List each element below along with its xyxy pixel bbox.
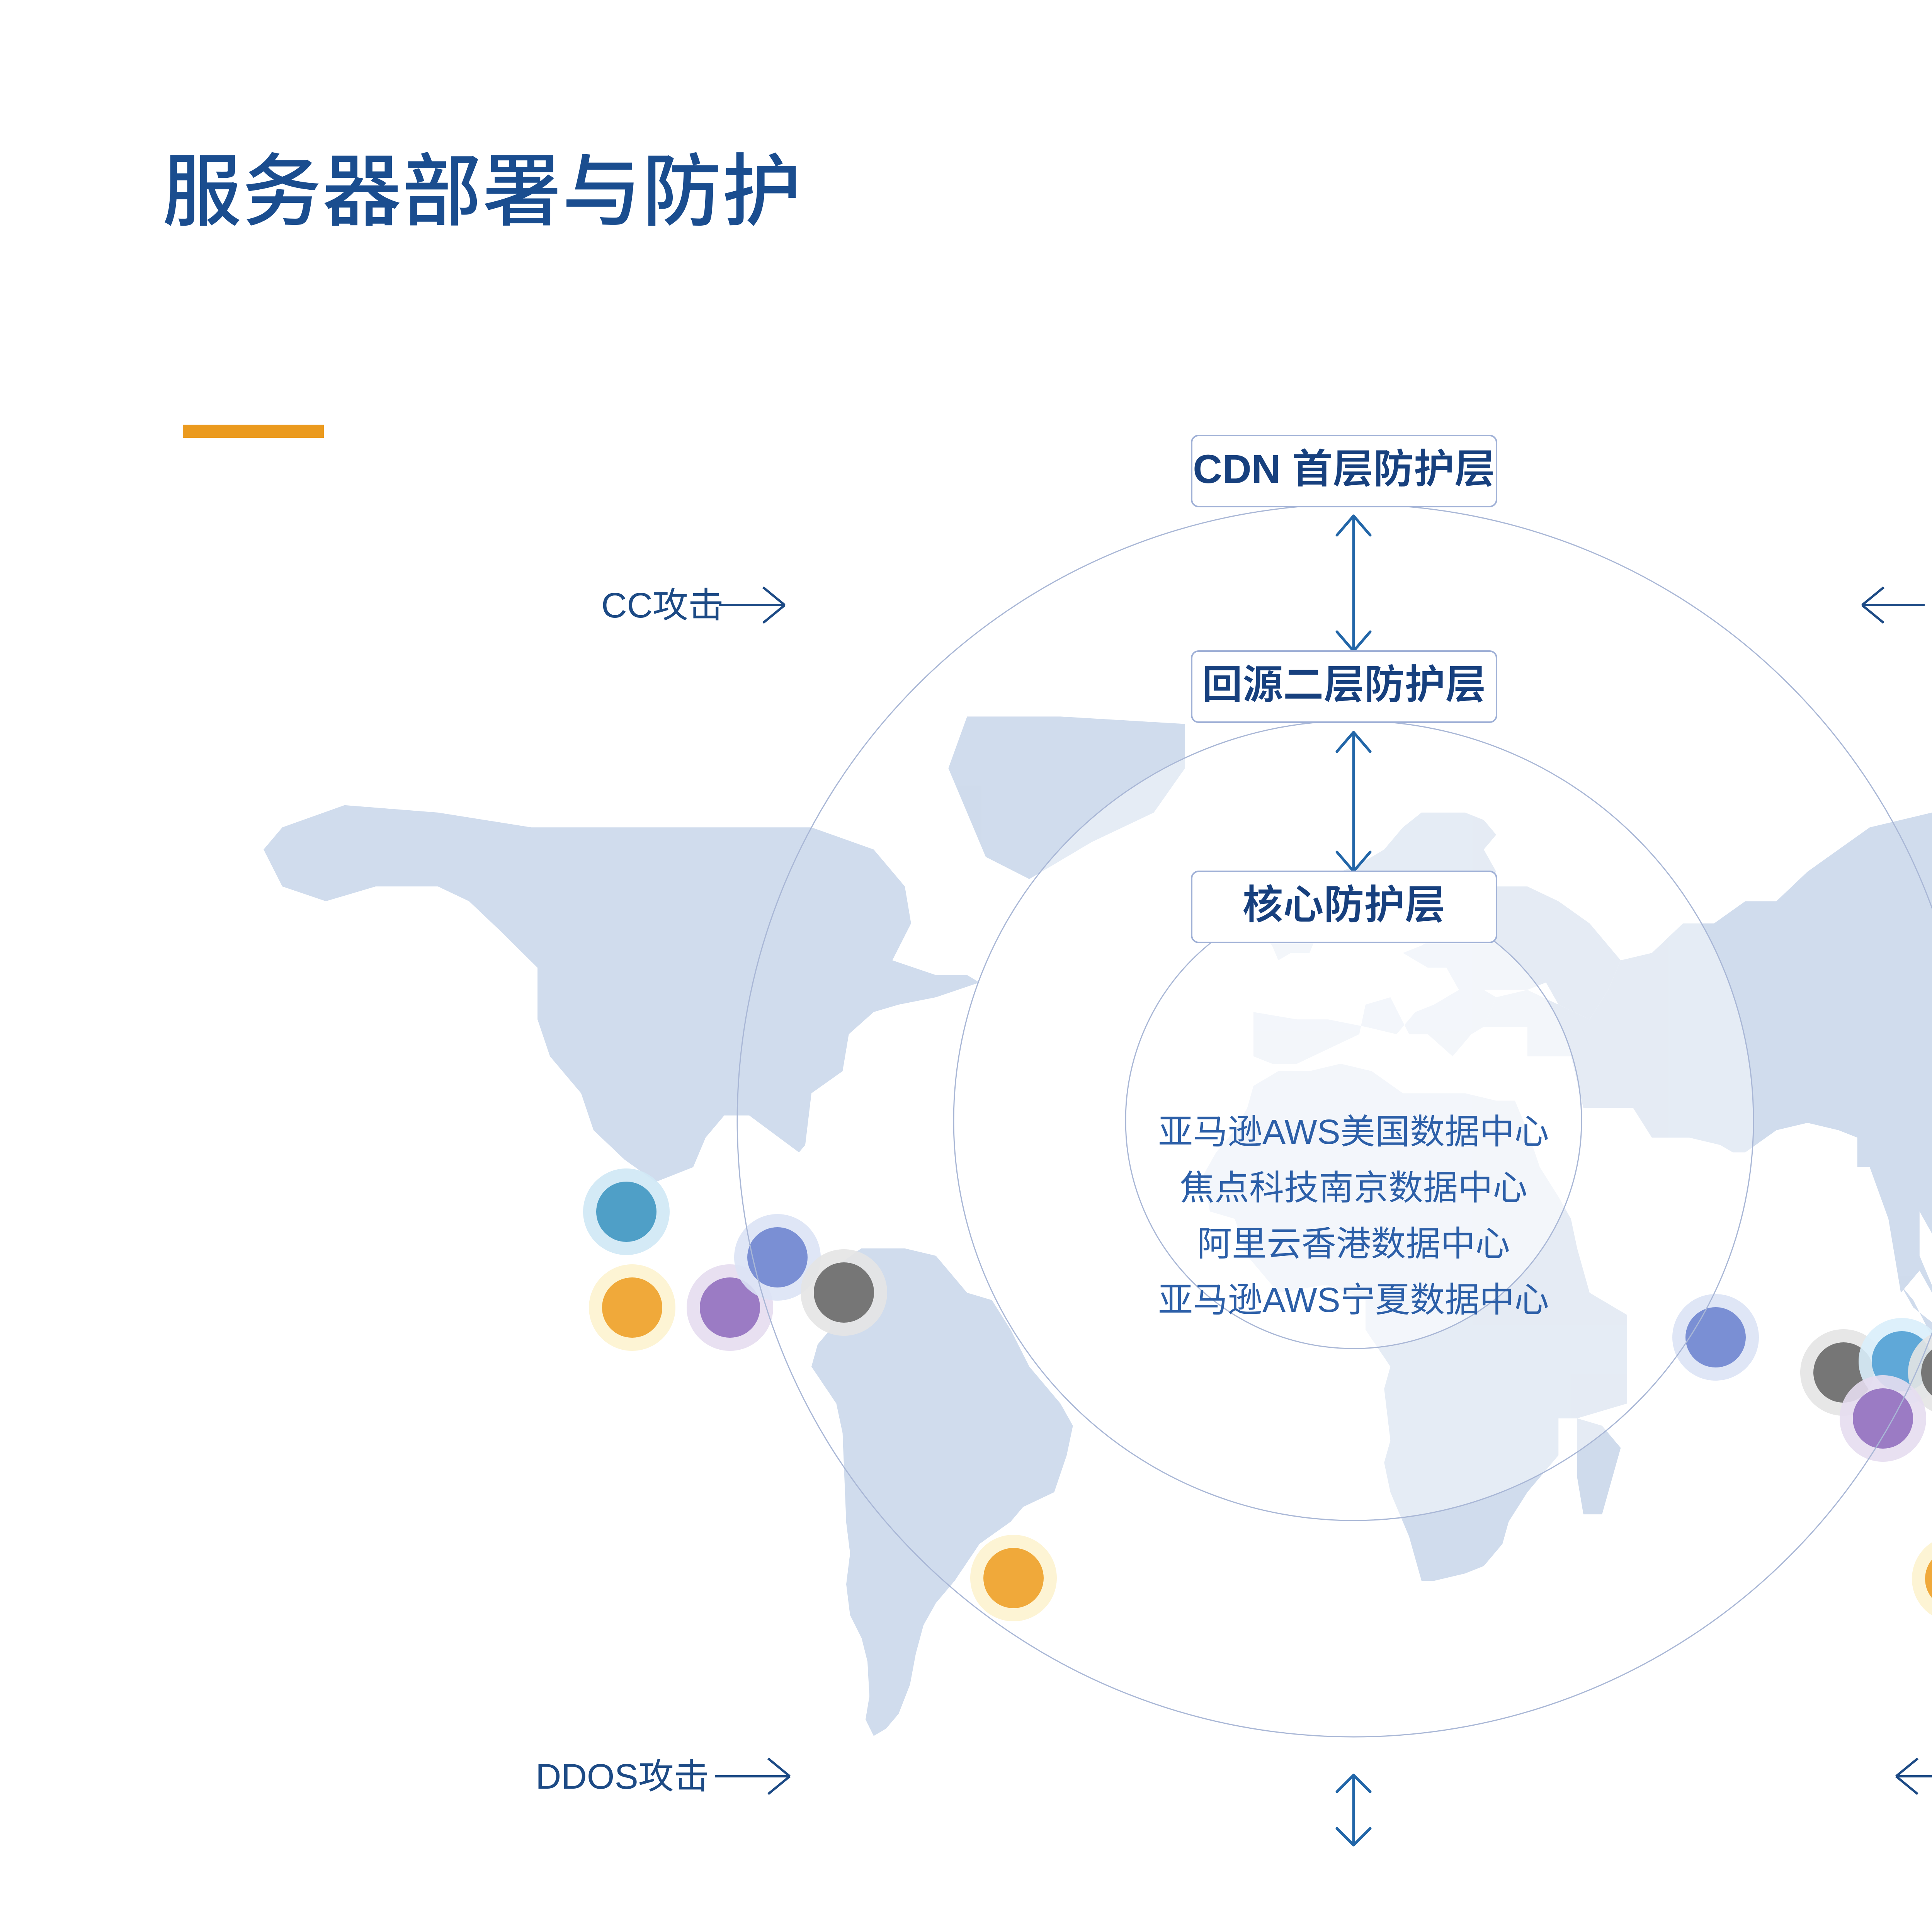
svg-text:CC攻击: CC攻击 <box>601 586 724 625</box>
svg-text:DDOS攻击: DDOS攻击 <box>536 1757 709 1796</box>
svg-text:核心防护层: 核心防护层 <box>1242 883 1445 928</box>
svg-text:阿里云香港数据中心: 阿里云香港数据中心 <box>1197 1225 1510 1264</box>
svg-text:CDN 首层防护层: CDN 首层防护层 <box>1193 447 1495 492</box>
svg-text:亚马逊AWS美国数据中心: 亚马逊AWS美国数据中心 <box>1158 1113 1549 1151</box>
svg-text:回源二层防护层: 回源二层防护层 <box>1202 662 1486 707</box>
svg-text:焦点科技南京数据中心: 焦点科技南京数据中心 <box>1180 1169 1527 1208</box>
svg-text:亚马逊AWS宁夏数据中心: 亚马逊AWS宁夏数据中心 <box>1158 1281 1549 1320</box>
